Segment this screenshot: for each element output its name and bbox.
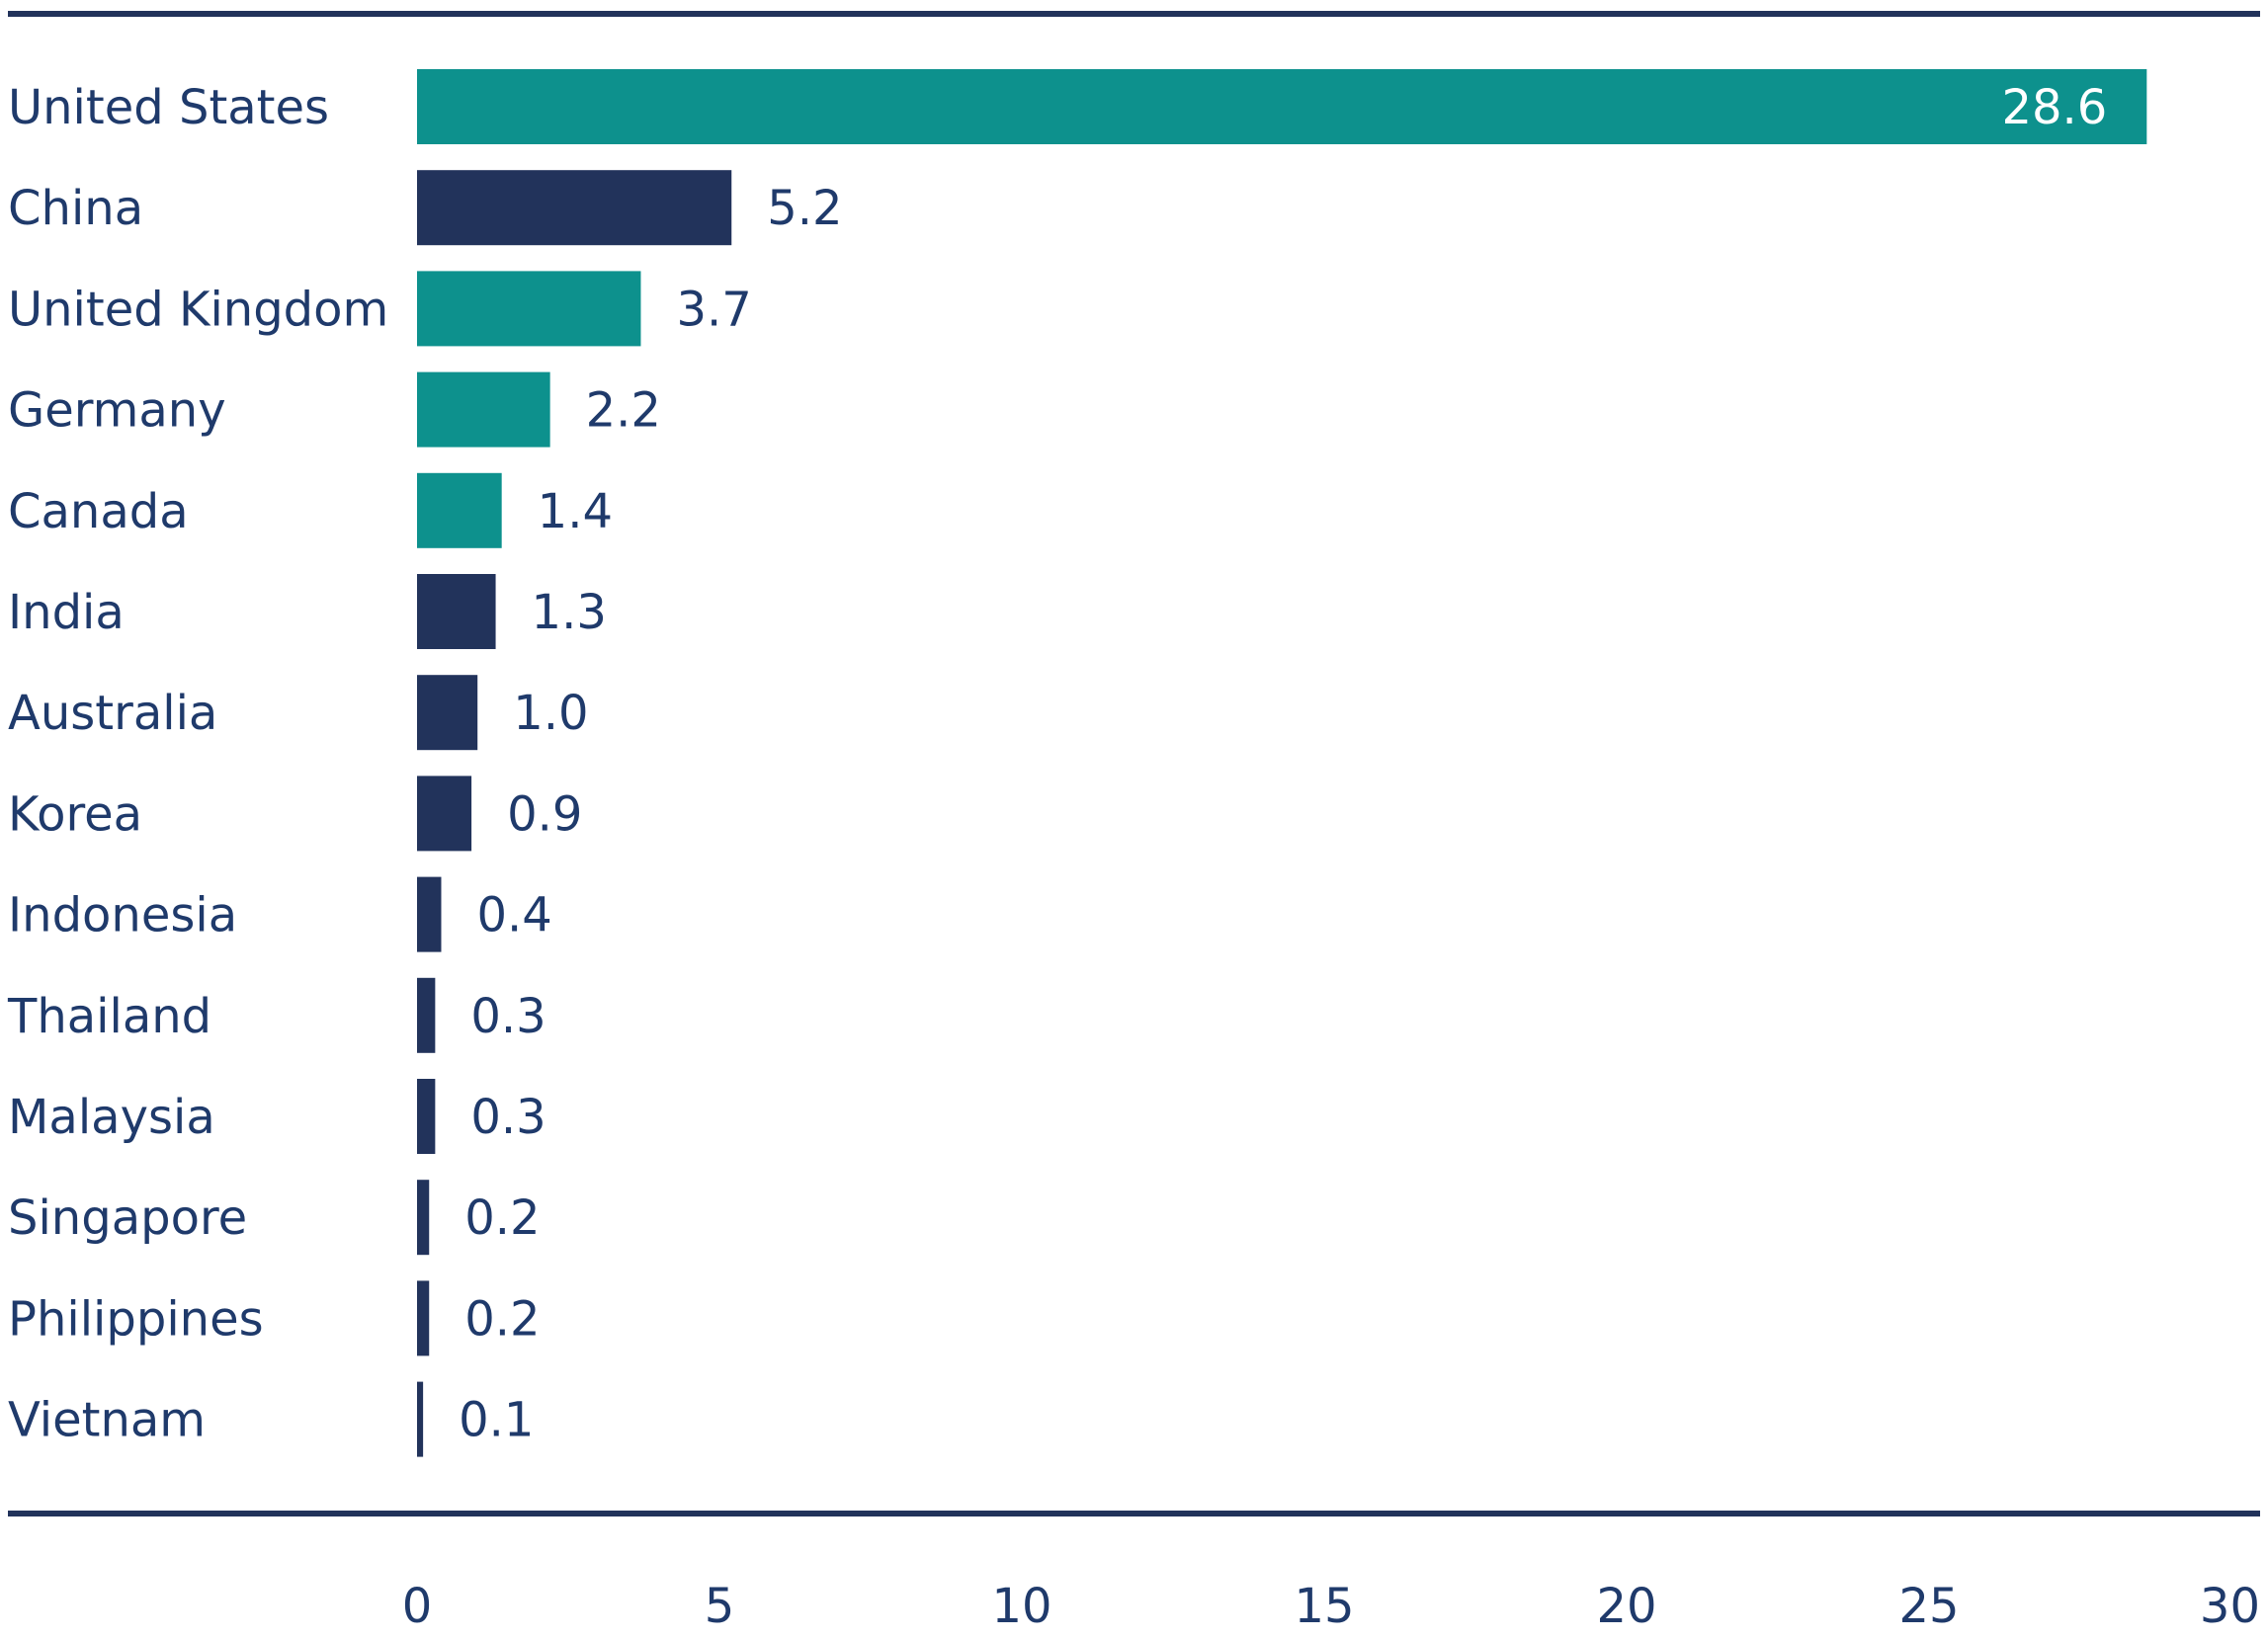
category-labels-group: United States China United Kingdom Germany C… [7,80,388,1448]
bar-china [417,170,732,246]
x-tick-label-10: 10 [991,1579,1051,1634]
value-label-korea: 0.9 [507,786,582,842]
bar-malaysia [417,1079,436,1154]
x-tick-label-15: 15 [1294,1579,1354,1634]
x-tick-label-30: 30 [2200,1579,2260,1634]
value-label-thailand: 0.3 [470,989,546,1044]
bar-philippines [417,1280,430,1356]
category-label-vietnam: Vietnam [8,1393,206,1448]
bar-australia [417,675,478,751]
value-label-china: 5.2 [767,181,842,236]
category-label-indonesia: Indonesia [8,888,237,943]
value-label-united-kingdom: 3.7 [676,282,751,337]
value-label-vietnam: 0.1 [459,1393,534,1448]
value-label-indonesia: 0.4 [476,888,551,943]
value-labels-group: 28.6 5.2 3.7 2.2 1.4 1.3 1.0 0.9 0.4 0.3 0.3 0.2 0.2… [459,80,2107,1448]
category-label-philippines: Philippines [8,1291,264,1347]
x-tick-labels-group: 0 5 10 15 20 25 30 [402,1579,2260,1634]
bar-canada [417,472,502,548]
category-label-canada: Canada [8,484,189,539]
bar-india [417,574,496,649]
bar-united-kingdom [417,271,641,347]
category-label-united-states: United States [8,80,329,135]
category-label-malaysia: Malaysia [8,1090,215,1145]
category-label-australia: Australia [8,686,217,741]
bar-indonesia [417,876,442,952]
bar-thailand [417,977,436,1053]
value-label-australia: 1.0 [513,686,588,741]
value-label-india: 1.3 [532,585,607,640]
value-label-singapore: 0.2 [464,1190,540,1246]
value-label-philippines: 0.2 [464,1291,540,1347]
bar-vietnam [417,1381,424,1457]
bar-germany [417,371,550,448]
value-label-canada: 1.4 [538,484,613,539]
bar-korea [417,776,472,852]
value-label-malaysia: 0.3 [470,1090,546,1145]
category-label-india: India [8,585,125,640]
category-label-china: China [8,181,143,236]
x-tick-label-25: 25 [1898,1579,1959,1634]
x-tick-label-0: 0 [402,1579,433,1634]
value-label-united-states: 28.6 [2001,80,2107,135]
category-label-korea: Korea [8,786,142,842]
value-label-germany: 2.2 [586,383,661,439]
x-tick-label-20: 20 [1596,1579,1656,1634]
category-label-thailand: Thailand [7,989,211,1044]
category-label-germany: Germany [8,383,226,439]
bar-united-states [417,69,2147,144]
x-tick-label-5: 5 [705,1579,735,1634]
category-label-united-kingdom: United Kingdom [8,282,388,337]
category-label-singapore: Singapore [8,1190,247,1246]
bar-singapore [417,1180,430,1256]
bars-group [417,69,2147,1457]
